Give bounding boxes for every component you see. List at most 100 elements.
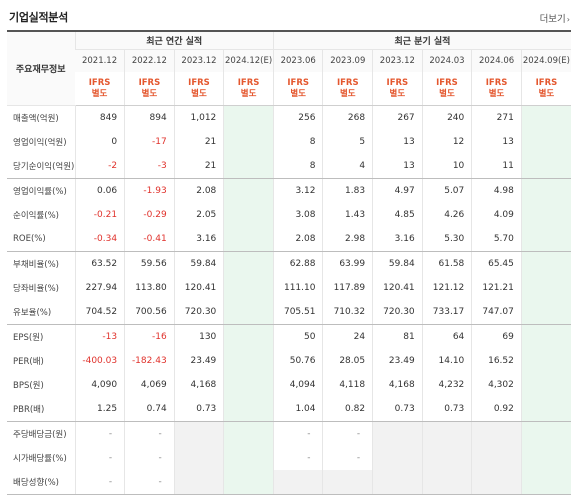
- ifrs-label: IFRS 별도: [173, 72, 224, 106]
- ifrs-type: 별도: [141, 88, 158, 99]
- metric-value: 59.56: [124, 251, 175, 276]
- metric-value: [520, 276, 571, 300]
- metric-value: [372, 446, 423, 470]
- metric-value: -3: [124, 154, 175, 179]
- metric-value: 23.49: [173, 349, 224, 373]
- metric-value: 4.98: [471, 178, 522, 203]
- metric-value: [520, 300, 571, 325]
- metric-value: 4,232: [421, 373, 472, 397]
- metric-value: -1.93: [124, 178, 175, 203]
- metric-value: 256: [272, 105, 323, 130]
- metric-value: 710.32: [322, 300, 373, 325]
- metric-value: [223, 373, 274, 397]
- ifrs-type: 별도: [240, 88, 257, 99]
- period-header: 2023.12: [173, 49, 224, 72]
- metric-value: 4.85: [372, 203, 423, 227]
- metric-value: [272, 470, 323, 495]
- ifrs-label: IFRS 별도: [124, 72, 175, 106]
- metric-value: [520, 178, 571, 203]
- ifrs-label: IFRS 별도: [75, 72, 125, 106]
- metric-value: -0.41: [124, 227, 175, 252]
- table-row: PBR(배) 1.25 0.74 0.73 1.04 0.82 0.73 0.73 0.92: [7, 397, 571, 422]
- ifrs-standard: IFRS: [287, 77, 309, 88]
- table-row: 유보율(%) 704.52 700.56 720.30 705.51 710.32 720.…: [7, 300, 571, 325]
- metric-value: 4,168: [372, 373, 423, 397]
- ifrs-label: IFRS 별도: [372, 72, 423, 106]
- metric-value: 1.83: [322, 178, 373, 203]
- metric-value: 11: [471, 154, 522, 179]
- metric-value: 111.10: [272, 276, 323, 300]
- metric-value: 4: [322, 154, 373, 179]
- metric-value: 700.56: [124, 300, 175, 325]
- metric-value: 61.58: [421, 251, 472, 276]
- metric-value: -0.29: [124, 203, 175, 227]
- metric-name: BPS(원): [7, 373, 75, 397]
- metric-value: 4,168: [173, 373, 224, 397]
- ifrs-label: IFRS 별도: [471, 72, 522, 106]
- metric-value: 268: [322, 105, 373, 130]
- metric-value: [223, 178, 274, 203]
- metric-value: 4.26: [421, 203, 472, 227]
- metric-value: 1.43: [322, 203, 373, 227]
- ifrs-type: 별도: [290, 88, 306, 99]
- table-row: 순이익률(%) -0.21 -0.29 2.05 3.08 1.43 4.85 4.26 4.0…: [7, 203, 571, 227]
- metric-value: [421, 470, 472, 495]
- metric-value: 5.07: [421, 178, 472, 203]
- metric-value: 0.92: [471, 397, 522, 422]
- metric-value: 64: [421, 324, 472, 349]
- metric-value: 120.41: [372, 276, 423, 300]
- ifrs-standard: IFRS: [485, 77, 508, 88]
- metric-value: 8: [272, 154, 323, 179]
- metric-value: 3.12: [272, 178, 323, 203]
- metric-value: [223, 324, 274, 349]
- metric-name: 시가배당률(%): [7, 446, 75, 470]
- metric-value: -17: [124, 130, 175, 154]
- ifrs-type: 별도: [339, 88, 356, 99]
- metric-value: 4,090: [74, 373, 125, 397]
- period-header: 2023.06: [272, 49, 323, 72]
- metric-value: [520, 130, 571, 154]
- metric-name: 당좌비율(%): [7, 276, 75, 300]
- metric-value: 1,012: [173, 105, 224, 130]
- metric-value: 63.99: [322, 251, 373, 276]
- metric-value: -: [124, 446, 175, 470]
- metric-value: 130: [173, 324, 224, 349]
- metric-name: 영업이익(억원): [7, 130, 75, 154]
- metric-value: 3.16: [372, 227, 423, 252]
- ifrs-label: IFRS 별도: [223, 72, 274, 106]
- metric-value: [520, 105, 571, 130]
- period-header: 2024.03: [421, 49, 472, 72]
- table-row: 매출액(억원) 849 894 1,012 256 268 267 240 271: [7, 105, 571, 130]
- metric-value: -0.34: [74, 227, 125, 252]
- ifrs-label: IFRS 별도: [520, 72, 571, 106]
- metric-value: 4.09: [471, 203, 522, 227]
- metric-value: 0.82: [322, 397, 373, 422]
- metric-value: -0.21: [74, 203, 125, 227]
- metric-value: 4,302: [471, 373, 522, 397]
- metric-value: [223, 397, 274, 422]
- ifrs-label: IFRS 별도: [272, 72, 323, 106]
- metric-value: 0.74: [124, 397, 175, 422]
- metric-value: 0: [74, 130, 125, 154]
- metric-value: 2.08: [272, 227, 323, 252]
- metric-value: [421, 421, 472, 446]
- metric-value: [520, 373, 571, 397]
- metric-value: 2.05: [173, 203, 224, 227]
- metric-value: [223, 349, 274, 373]
- metric-value: 227.94: [74, 276, 125, 300]
- metric-value: [372, 470, 423, 495]
- metric-name: 배당성향(%): [7, 470, 75, 495]
- metric-value: 63.52: [74, 251, 125, 276]
- metric-value: 4.97: [372, 178, 423, 203]
- metric-value: [421, 446, 472, 470]
- metric-value: 4,069: [124, 373, 175, 397]
- metric-value: 2.08: [173, 178, 224, 203]
- table-row: 영업이익률(%) 0.06 -1.93 2.08 3.12 1.83 4.97 5.07 4.9…: [7, 178, 571, 203]
- metric-value: 4,118: [322, 373, 373, 397]
- metric-value: -: [124, 421, 175, 446]
- metric-value: [223, 203, 274, 227]
- metric-value: [173, 470, 224, 495]
- metric-value: -: [272, 421, 323, 446]
- table-row: 주당배당금(원) - - - -: [7, 421, 571, 446]
- more-link[interactable]: 더보기›: [540, 11, 570, 25]
